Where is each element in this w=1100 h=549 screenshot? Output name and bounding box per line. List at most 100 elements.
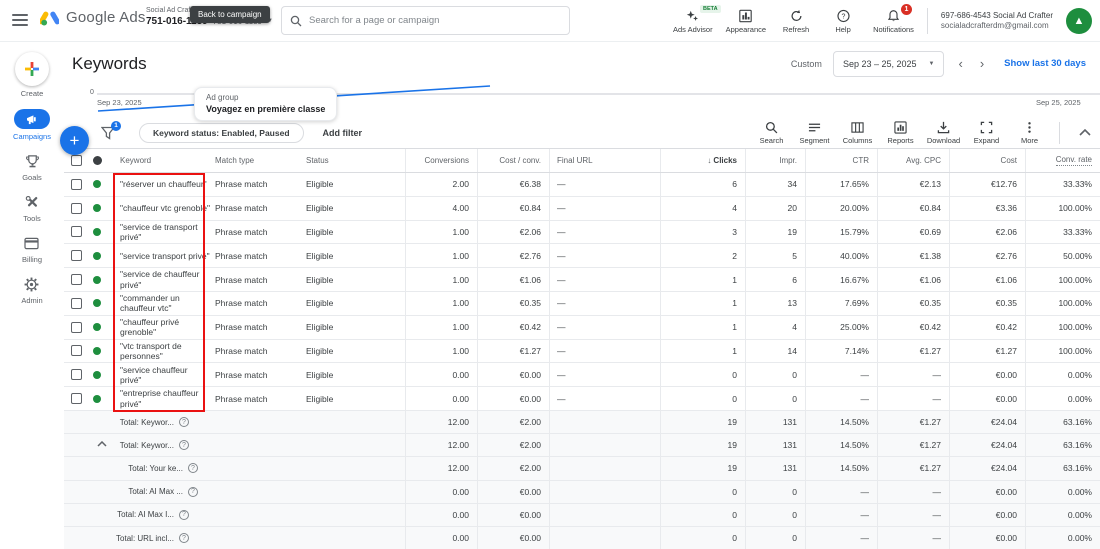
- sidebar-item-goals[interactable]: Goals: [22, 152, 42, 182]
- total-impr-cell: 131: [745, 457, 805, 479]
- help-icon[interactable]: ?: [179, 440, 189, 450]
- date-mode-label: Custom: [791, 59, 822, 69]
- row-checkbox[interactable]: [71, 322, 82, 333]
- segment-button[interactable]: Segment: [795, 121, 834, 145]
- sidebar-item-tools[interactable]: Tools: [23, 193, 41, 223]
- date-range-value: Sep 23 – 25, 2025: [843, 59, 917, 69]
- add-keyword-fab[interactable]: +: [60, 126, 89, 155]
- col-match-type[interactable]: Match type: [210, 156, 300, 165]
- status-eligible-link[interactable]: Eligible: [306, 370, 333, 380]
- chevron-up-icon[interactable]: [97, 441, 107, 447]
- help-icon[interactable]: ?: [179, 533, 189, 543]
- table-row: "réserver un chauffeur"Phrase matchEligi…: [64, 173, 1100, 197]
- refresh-icon: [789, 9, 804, 23]
- collapse-table-button[interactable]: [1070, 121, 1100, 145]
- ad-group-card[interactable]: Ad group Voyagez en première classe: [194, 87, 337, 121]
- row-checkbox[interactable]: [71, 298, 82, 309]
- google-ads-logo: Google Ads: [40, 9, 146, 26]
- show-last-30-days-link[interactable]: Show last 30 days: [1004, 58, 1086, 69]
- sidebar-item-admin[interactable]: Admin: [21, 275, 42, 305]
- col-clicks[interactable]: ↓ Clicks: [660, 149, 745, 172]
- gear-icon: [24, 277, 39, 292]
- col-ctr[interactable]: CTR: [805, 149, 877, 172]
- col-avg-cpc[interactable]: Avg. CPC: [877, 149, 949, 172]
- help-icon[interactable]: ?: [188, 463, 198, 473]
- svg-text:?: ?: [841, 13, 845, 20]
- row-checkbox[interactable]: [71, 345, 82, 356]
- row-checkbox[interactable]: [71, 179, 82, 190]
- col-final-url[interactable]: Final URL: [549, 149, 660, 172]
- help-icon[interactable]: ?: [179, 417, 189, 427]
- hamburger-menu-icon[interactable]: [12, 14, 28, 26]
- help-icon[interactable]: ?: [179, 510, 189, 520]
- add-filter-button[interactable]: Add filter: [323, 128, 363, 138]
- row-checkbox[interactable]: [71, 203, 82, 214]
- avatar[interactable]: ▲: [1066, 8, 1092, 34]
- cost-cell: €3.36: [949, 197, 1025, 220]
- table-search-button[interactable]: Search: [752, 121, 791, 145]
- status-dot: [93, 299, 101, 307]
- google-ads-logo-icon: [40, 9, 59, 26]
- status-eligible-link[interactable]: Eligible: [306, 394, 333, 404]
- match-type-cell: Phrase match: [210, 275, 300, 285]
- ctr-cell: —: [805, 387, 877, 410]
- select-all-checkbox[interactable]: [71, 155, 82, 166]
- chart-y-zero-label: 0: [90, 89, 94, 96]
- total-impr-cell: 0: [745, 504, 805, 526]
- col-cost[interactable]: Cost: [949, 149, 1025, 172]
- notifications-button[interactable]: 1 Notifications: [873, 9, 914, 34]
- final-url-cell: —: [549, 292, 660, 315]
- date-range-picker[interactable]: Sep 23 – 25, 2025 ▼: [833, 51, 945, 77]
- row-checkbox[interactable]: [71, 393, 82, 404]
- status-eligible-link[interactable]: Eligible: [306, 227, 333, 237]
- total-avg-cpc-cell: €1.27: [877, 411, 949, 433]
- row-checkbox[interactable]: [71, 369, 82, 380]
- row-checkbox[interactable]: [71, 226, 82, 237]
- status-eligible-link[interactable]: Eligible: [306, 346, 333, 356]
- filter-funnel-button[interactable]: 1: [101, 126, 115, 140]
- col-cost-per-conv[interactable]: Cost / conv.: [477, 149, 549, 172]
- ads-advisor-button[interactable]: BETA Ads Advisor: [673, 9, 713, 34]
- col-conv-rate[interactable]: Conv. rate: [1025, 149, 1100, 172]
- appearance-button[interactable]: Appearance: [726, 9, 766, 34]
- search-input[interactable]: [309, 15, 561, 26]
- chart-start-date: Sep 23, 2025: [97, 98, 142, 107]
- cost-cell: €0.00: [949, 363, 1025, 386]
- date-prev-button[interactable]: ‹: [955, 56, 965, 71]
- impr-cell: 5: [745, 244, 805, 267]
- status-eligible-link[interactable]: Eligible: [306, 251, 333, 261]
- sidebar-item-billing[interactable]: Billing: [22, 234, 42, 264]
- status-eligible-link[interactable]: Eligible: [306, 322, 333, 332]
- help-icon[interactable]: ?: [188, 487, 198, 497]
- avg-cpc-cell: €0.35: [877, 292, 949, 315]
- col-impr[interactable]: Impr.: [745, 149, 805, 172]
- help-button[interactable]: ? Help: [826, 9, 860, 34]
- status-eligible-link[interactable]: Eligible: [306, 179, 333, 189]
- row-checkbox[interactable]: [71, 274, 82, 285]
- clicks-cell: 4: [660, 197, 745, 220]
- status-eligible-link[interactable]: Eligible: [306, 203, 333, 213]
- sidebar-item-create[interactable]: Create: [15, 52, 49, 98]
- status-eligible-link[interactable]: Eligible: [306, 298, 333, 308]
- download-button[interactable]: Download: [924, 121, 963, 145]
- global-search[interactable]: [281, 6, 570, 35]
- more-button[interactable]: More: [1010, 121, 1049, 145]
- col-conversions[interactable]: Conversions: [405, 149, 477, 172]
- table-row: "service transport privé"Phrase matchEli…: [64, 244, 1100, 268]
- expand-button[interactable]: Expand: [967, 121, 1006, 145]
- date-next-button[interactable]: ›: [977, 56, 987, 71]
- row-checkbox[interactable]: [71, 250, 82, 261]
- status-eligible-link[interactable]: Eligible: [306, 275, 333, 285]
- refresh-button[interactable]: Refresh: [779, 9, 813, 34]
- reports-button[interactable]: Reports: [881, 121, 920, 145]
- col-keyword[interactable]: Keyword: [112, 156, 210, 166]
- keyword-status-filter-chip[interactable]: Keyword status: Enabled, Paused: [139, 123, 304, 143]
- status-cell: Eligible: [300, 203, 405, 213]
- divider: [927, 8, 928, 34]
- match-type-cell: Phrase match: [210, 179, 300, 189]
- final-url-cell: —: [549, 363, 660, 386]
- col-status[interactable]: Status: [300, 156, 405, 165]
- sidebar-item-campaigns[interactable]: Campaigns: [13, 109, 51, 141]
- columns-button[interactable]: Columns: [838, 121, 877, 145]
- create-button[interactable]: [15, 52, 49, 86]
